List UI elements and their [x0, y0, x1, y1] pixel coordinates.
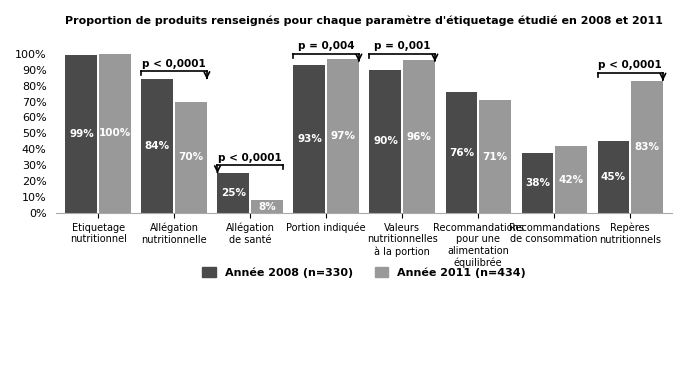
Legend: Année 2008 (n=330), Année 2011 (n=434): Année 2008 (n=330), Année 2011 (n=434) [198, 263, 530, 283]
Bar [445, 92, 477, 213]
Text: p < 0,0001: p < 0,0001 [142, 59, 206, 69]
Text: 99%: 99% [69, 129, 94, 139]
Bar [142, 79, 173, 213]
Text: 84%: 84% [145, 141, 170, 151]
Text: 8%: 8% [258, 202, 275, 212]
Bar [598, 141, 629, 213]
Text: 76%: 76% [449, 147, 474, 157]
Bar [218, 173, 249, 213]
Title: Proportion de produits renseignés pour chaque paramètre d'étiquetage étudié en 2: Proportion de produits renseignés pour c… [65, 15, 663, 25]
Text: 42%: 42% [559, 174, 583, 185]
Text: 97%: 97% [330, 131, 355, 141]
Text: 90%: 90% [373, 136, 398, 146]
Bar [293, 65, 326, 213]
Bar [327, 59, 359, 213]
Bar [555, 146, 587, 213]
Text: 83%: 83% [634, 142, 660, 152]
Bar [631, 81, 663, 213]
Bar [65, 55, 98, 213]
Bar [479, 100, 511, 213]
Bar [521, 152, 554, 213]
Bar [251, 200, 283, 213]
Text: 25%: 25% [221, 188, 246, 198]
Bar [403, 60, 435, 213]
Text: 38%: 38% [525, 178, 550, 188]
Text: 71%: 71% [482, 152, 508, 162]
Text: p = 0,004: p = 0,004 [298, 41, 354, 51]
Text: 96%: 96% [407, 132, 431, 142]
Text: p = 0,001: p = 0,001 [374, 41, 431, 51]
Text: p < 0,0001: p < 0,0001 [218, 153, 282, 163]
Bar [175, 102, 207, 213]
Text: 70%: 70% [179, 152, 203, 163]
Bar [99, 54, 131, 213]
Text: p < 0,0001: p < 0,0001 [598, 61, 662, 71]
Text: 100%: 100% [99, 129, 131, 139]
Bar [370, 70, 401, 213]
Text: 45%: 45% [601, 172, 626, 182]
Text: 93%: 93% [297, 134, 322, 144]
